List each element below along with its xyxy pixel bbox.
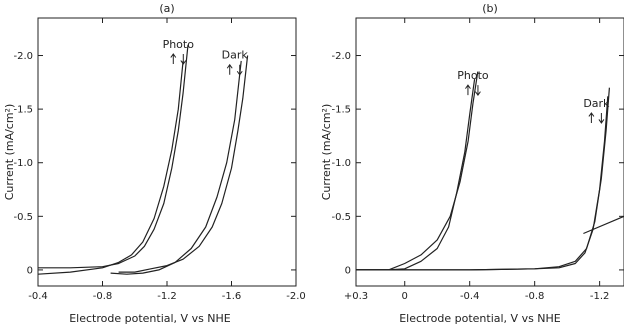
panel-b: (b) Electrode potential, V vs NHE Curren… bbox=[320, 2, 624, 325]
panel-b-x-tick-label: -1.2 bbox=[590, 291, 610, 302]
panel-a-annotations: Photo Dark bbox=[163, 38, 249, 76]
panel-b-ticks: +0.3 0 -0.4 -0.8 -1.2 0 -0.5 -1.0 -1.5 -2.0 bbox=[331, 18, 624, 302]
panel-b-y-tick-label: -1.5 bbox=[331, 105, 351, 116]
panel-a-photo-down-arrow-icon bbox=[180, 54, 187, 65]
panel-b-photo-up-arrow-icon bbox=[465, 84, 471, 96]
panel-a-x-tick-label: -1.6 bbox=[222, 291, 242, 302]
panel-b-dark-up-arrow-icon bbox=[588, 112, 595, 123]
panel-a-x-tick-label: -0.4 bbox=[28, 291, 48, 302]
panel-a-dark-curve-2 bbox=[110, 60, 242, 275]
panel-a-y-axis-title: Current (mA/cm²) bbox=[3, 104, 16, 201]
panel-b-dark-curve-2 bbox=[356, 96, 609, 271]
panel-a-photo-curve-2 bbox=[37, 60, 184, 275]
panel-a-y-tick-label: -2.0 bbox=[13, 51, 33, 62]
panel-a-photo-curve-1 bbox=[38, 44, 189, 269]
panel-a-x-tick-label: -2.0 bbox=[286, 291, 306, 302]
panel-b-curves bbox=[356, 71, 624, 271]
panel-b-y-tick-label: -2.0 bbox=[331, 51, 351, 62]
panel-a-dark-label: Dark bbox=[222, 49, 249, 62]
panel-a-x-tick-label: -1.2 bbox=[157, 291, 177, 302]
panel-b-frame bbox=[355, 17, 624, 287]
panel-a-x-axis-title: Electrode potential, V vs NHE bbox=[69, 312, 231, 325]
panel-b-photo-label: Photo bbox=[457, 69, 489, 82]
panel-a-y-tick-label: -1.0 bbox=[13, 158, 33, 169]
panel-b-x-tick-label: -0.4 bbox=[460, 291, 480, 302]
panel-a-dark-curve-1 bbox=[118, 55, 249, 273]
panel-b-dark-down-arrow-icon bbox=[598, 112, 605, 124]
panel-b-y-tick-label: -1.0 bbox=[331, 158, 351, 169]
panel-a-dark-down-arrow-icon bbox=[236, 64, 243, 76]
panel-b-fit-curve-1 bbox=[583, 215, 624, 235]
panel-b-y-axis-title: Current (mA/cm²) bbox=[320, 104, 333, 201]
panel-b-x-axis-title: Electrode potential, V vs NHE bbox=[399, 312, 561, 325]
panel-b-x-tick-label: -0.8 bbox=[525, 291, 545, 302]
panel-a-photo-up-arrow-icon bbox=[170, 53, 177, 65]
panel-b-annotations: Photo Dark bbox=[457, 69, 610, 124]
panel-b-x-tick-label: +0.3 bbox=[344, 291, 368, 302]
panel-a-y-tick-label: -0.5 bbox=[13, 212, 33, 223]
panel-a-x-tick-label: -0.8 bbox=[93, 291, 113, 302]
panel-b-dark-label: Dark bbox=[583, 97, 610, 110]
panel-a-y-tick-label: 0 bbox=[27, 265, 33, 276]
panel-a: (a) Electrode potential, V vs NHE Curren… bbox=[3, 2, 306, 325]
panel-b-photo-down-arrow-icon bbox=[475, 85, 481, 96]
panel-a-dark-up-arrow-icon bbox=[226, 63, 233, 75]
panel-a-ticks: -0.4 -0.8 -1.2 -1.6 -2.0 0 -0.5 -1.0 -1.5 -2.0 bbox=[13, 18, 306, 302]
panel-a-y-tick-label: -1.5 bbox=[13, 105, 33, 116]
panel-b-y-tick-label: 0 bbox=[345, 265, 351, 276]
panel-b-x-tick-label: 0 bbox=[402, 291, 408, 302]
panel-a-photo-label: Photo bbox=[163, 38, 195, 51]
panel-b-label: (b) bbox=[482, 2, 498, 15]
panel-b-y-tick-label: -0.5 bbox=[331, 212, 351, 223]
panel-b-photo-curve-1 bbox=[356, 71, 479, 271]
panel-a-label: (a) bbox=[159, 2, 174, 15]
panel-a-curves bbox=[37, 44, 249, 275]
